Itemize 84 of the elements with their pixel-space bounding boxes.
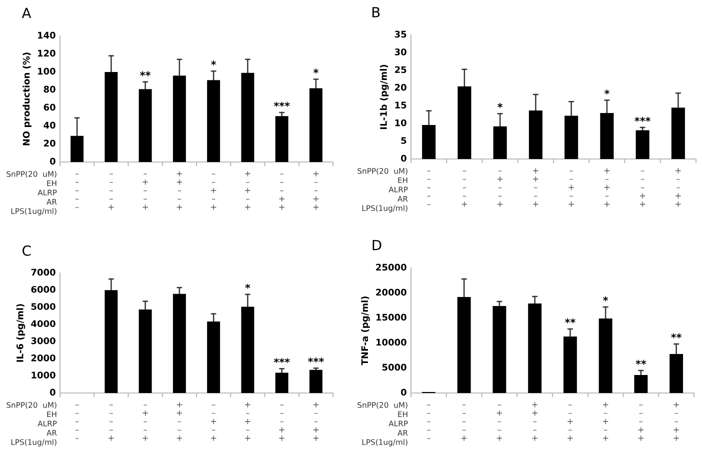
- y-tick-label: 5000: [31, 303, 56, 310]
- y-tick-label: 35: [394, 30, 406, 38]
- data-label: *: [313, 68, 318, 74]
- x-tick-label: – – – + +: [640, 170, 646, 207]
- y-tick-label: 7000: [31, 268, 56, 276]
- data-label: *: [211, 60, 216, 66]
- data-label: **: [671, 333, 682, 338]
- y-tick-label: 5000: [382, 364, 406, 371]
- y-tick-label: 25000: [376, 264, 406, 271]
- data-label: *: [498, 103, 503, 108]
- y-tick-label: 5: [401, 137, 406, 144]
- x-tick-label: + – + – +: [245, 402, 250, 441]
- y-axis-title: TNF-a (pg/ml): [361, 296, 370, 366]
- x-tick-label: – – – – –: [75, 174, 79, 208]
- x-tick-label: + – – + +: [313, 402, 319, 441]
- x-tick-label: + – + – +: [602, 402, 608, 441]
- x-tick-label: – – – – +: [462, 170, 468, 207]
- y-tick-label: 2000: [31, 354, 56, 362]
- y-tick-label: 3000: [31, 337, 56, 344]
- y-tick-label: 0: [50, 388, 56, 396]
- y-tick-label: 15: [395, 102, 406, 108]
- y-tick-label: 10000: [376, 338, 406, 346]
- x-tick-label: + – + – +: [245, 171, 250, 210]
- data-label: *: [245, 284, 250, 289]
- y-tick-label: 120: [38, 50, 56, 57]
- x-tick-label: – + – – +: [142, 404, 148, 441]
- x-tick-label: – – + – +: [210, 174, 216, 210]
- x-tick-label: + + – – +: [176, 402, 182, 441]
- x-tick-label: + + – – +: [532, 402, 538, 441]
- x-tick-label: – – + – +: [568, 404, 573, 441]
- data-label: ***: [634, 116, 651, 122]
- x-tick-label: – – – – –: [427, 170, 430, 205]
- y-axis-title: IL-6 (pg/ml): [16, 304, 26, 362]
- x-tick-label: + – – + +: [676, 168, 681, 207]
- y-axis-title: NO production (%): [22, 52, 32, 146]
- data-label: *: [603, 296, 608, 302]
- y-tick-label: 10: [395, 119, 406, 126]
- x-tick-label: – + – – +: [496, 404, 502, 441]
- x-tick-label: + + – – +: [176, 171, 182, 210]
- y-tick-label: 20: [394, 84, 406, 91]
- x-tick-label: – – + – +: [568, 170, 574, 207]
- y-tick-label: 0: [400, 154, 406, 162]
- x-tick-label: – – – + +: [279, 404, 284, 441]
- y-tick-label: 140: [38, 32, 56, 39]
- x-tick-label: – – – – +: [108, 404, 114, 441]
- chart-title: B: [372, 7, 380, 18]
- x-tick-label: – – – + +: [638, 404, 644, 441]
- x-tick-label: – – – + +: [279, 174, 284, 210]
- x-tick-label: – – – – –: [75, 404, 79, 439]
- x-tick-label: + – – + +: [313, 171, 319, 210]
- y-tick-label: 80: [44, 86, 56, 93]
- data-label: **: [636, 360, 646, 365]
- y-tick-label: 0: [50, 158, 56, 165]
- chart-title: C: [22, 245, 31, 256]
- x-tick-label: – – + – +: [210, 404, 216, 441]
- y-tick-label: 25: [394, 66, 406, 74]
- x-tick-label: – – – – –: [427, 404, 430, 439]
- y-tick-label: 40: [44, 122, 56, 129]
- y-tick-label: 15000: [376, 314, 406, 321]
- y-tick-label: 20: [44, 140, 56, 147]
- x-tick-label: + + – – +: [533, 168, 538, 207]
- y-tick-label: 0: [400, 388, 406, 396]
- x-tick-label: + – + – +: [604, 168, 610, 207]
- y-tick-label: 20000: [376, 288, 406, 296]
- data-label: *: [604, 90, 610, 94]
- x-tick-label: – + – – +: [142, 174, 148, 210]
- data-label: ***: [308, 358, 324, 362]
- x-tick-label: + – – + +: [674, 402, 679, 441]
- y-axis-title: IL-1b (pg/ml): [380, 64, 389, 130]
- data-label: ***: [274, 358, 290, 363]
- y-tick-label: 30: [394, 48, 406, 56]
- chart-title: D: [372, 240, 382, 250]
- y-tick-label: 6000: [31, 286, 56, 293]
- data-label: **: [564, 318, 576, 324]
- x-tick-label: – – – – +: [108, 174, 114, 210]
- data-label: ***: [274, 102, 290, 107]
- y-tick-label: 60: [44, 104, 56, 111]
- y-tick-label: 100: [38, 68, 56, 75]
- x-tick-label: – – – – +: [461, 404, 467, 441]
- y-tick-label: 4000: [31, 320, 56, 328]
- x-tick-label: – + – – +: [497, 170, 503, 207]
- y-tick-label: 1000: [32, 372, 56, 378]
- chart-title: A: [22, 8, 32, 18]
- data-label: **: [140, 71, 151, 76]
